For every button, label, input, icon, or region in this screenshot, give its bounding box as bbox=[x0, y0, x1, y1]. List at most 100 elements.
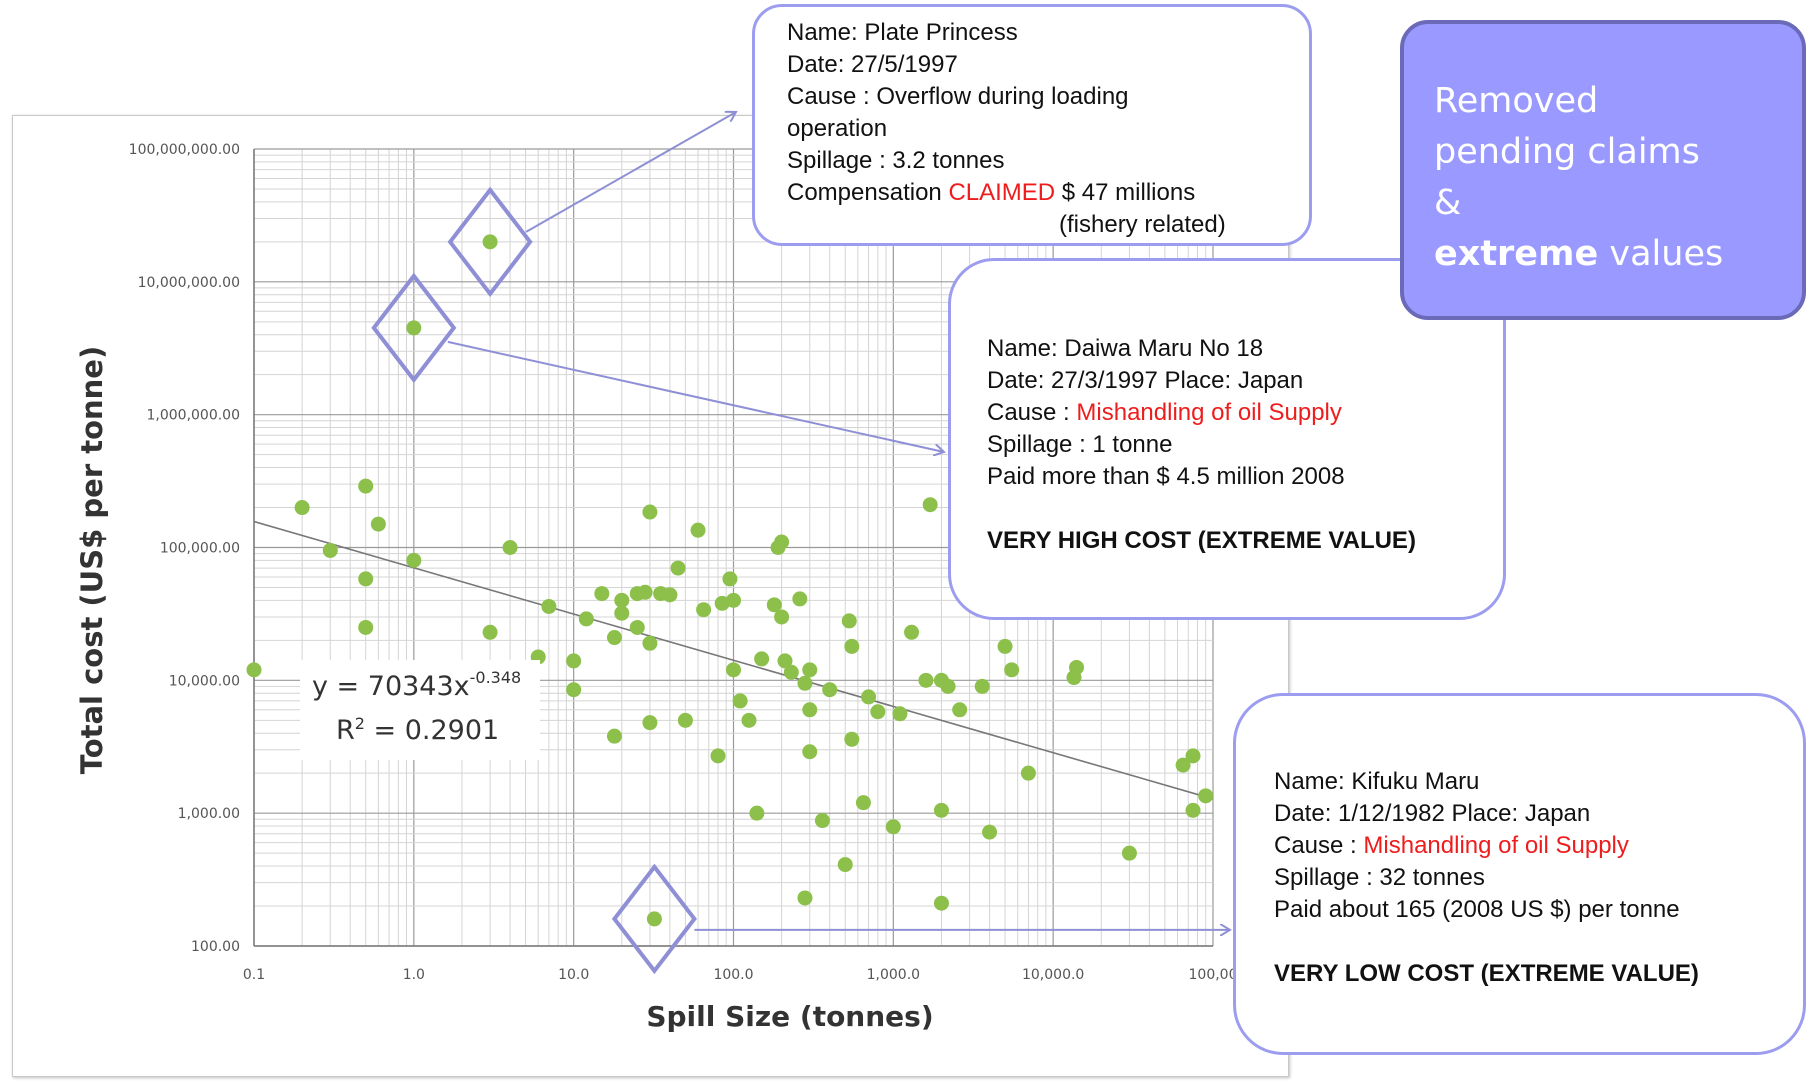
claimed-text: CLAIMED bbox=[948, 179, 1056, 206]
data-point bbox=[754, 651, 770, 667]
trendline-equation-box: y = 70343x-0.348 R2 = 0.2901 bbox=[300, 660, 540, 760]
info-line: extreme values bbox=[1434, 229, 1772, 280]
data-point bbox=[606, 728, 622, 744]
callout-cause: Cause : Mishandling of oil Supply bbox=[987, 397, 1483, 429]
callout-plate-princess: Name: Plate Princess Date: 27/5/1997 Cau… bbox=[752, 4, 1312, 246]
x-tick-label: 1,000.0 bbox=[867, 967, 920, 983]
callout-compensation: Compensation CLAIMED $ 47 millions bbox=[787, 177, 1289, 209]
callout-note: (fishery related) bbox=[1059, 211, 1226, 238]
data-point bbox=[502, 540, 518, 555]
y-tick-label: 100.00 bbox=[191, 939, 240, 955]
data-point bbox=[1121, 845, 1137, 861]
callout-arrow-daiwa bbox=[447, 340, 944, 452]
y-tick-label: 10,000.00 bbox=[169, 673, 240, 689]
data-point bbox=[766, 597, 782, 613]
highlight-diamond bbox=[447, 186, 533, 298]
data-point bbox=[541, 598, 557, 614]
data-point bbox=[406, 552, 422, 568]
extreme-value-label: VERY LOW COST (EXTREME VALUE) bbox=[1274, 960, 1699, 987]
data-point bbox=[933, 802, 949, 818]
callout-cause: Cause : Mishandling of oil Supply bbox=[1274, 830, 1787, 862]
data-point bbox=[749, 805, 765, 821]
data-point bbox=[802, 662, 818, 678]
callout-paid: Paid more than $ 4.5 million 2008 bbox=[987, 463, 1345, 490]
data-point bbox=[646, 911, 662, 927]
data-point bbox=[841, 613, 857, 629]
data-point bbox=[246, 662, 262, 678]
data-point bbox=[696, 602, 712, 618]
trendline-equation: y = 70343x-0.348 bbox=[312, 668, 521, 702]
data-point bbox=[714, 595, 730, 611]
data-point bbox=[566, 653, 582, 669]
data-point bbox=[797, 675, 813, 691]
extreme-value-label: VERY HIGH COST (EXTREME VALUE) bbox=[987, 527, 1416, 554]
x-tick-label: 10,000.0 bbox=[1022, 967, 1084, 983]
callout-cause: Cause : Overflow during loading bbox=[787, 83, 1129, 110]
data-point bbox=[892, 706, 908, 722]
data-point bbox=[578, 611, 594, 627]
data-point bbox=[885, 819, 901, 835]
data-point bbox=[844, 638, 860, 654]
data-point bbox=[870, 704, 886, 720]
data-point bbox=[792, 591, 808, 607]
data-point bbox=[1185, 802, 1201, 818]
x-tick-label: 100.0 bbox=[713, 967, 753, 983]
callout-name: Name: Kifuku Maru bbox=[1274, 768, 1480, 795]
data-point bbox=[677, 712, 693, 728]
info-line: pending claims bbox=[1434, 132, 1700, 172]
data-point bbox=[726, 662, 741, 678]
x-tick-label: 100,00 bbox=[1189, 967, 1238, 983]
callout-date: Date: 27/3/1997 Place: Japan bbox=[987, 367, 1304, 394]
cause-value: Mishandling of oil Supply bbox=[1076, 399, 1342, 426]
cause-value: Mishandling of oil Supply bbox=[1363, 832, 1629, 859]
data-point bbox=[855, 795, 871, 811]
highlight-diamond bbox=[611, 863, 697, 975]
data-point bbox=[322, 542, 338, 558]
y-tick-label: 1,000.00 bbox=[178, 806, 240, 822]
y-axis-label-wrap: Total cost (US$ per tonne) bbox=[52, 335, 132, 785]
r-squared-power: 2 bbox=[354, 714, 365, 733]
data-point bbox=[406, 320, 422, 336]
data-point bbox=[1020, 765, 1036, 781]
callout-name: Name: Plate Princess bbox=[787, 19, 1018, 46]
x-tick-label: 10.0 bbox=[558, 967, 589, 983]
data-point bbox=[482, 624, 498, 640]
y-tick-label: 1,000,000.00 bbox=[146, 408, 240, 424]
data-point bbox=[1198, 788, 1214, 804]
data-point bbox=[670, 560, 686, 576]
callout-paid: Paid about 165 (2008 US $) per tonne bbox=[1274, 896, 1680, 923]
data-point bbox=[642, 715, 658, 731]
data-point bbox=[982, 824, 998, 840]
data-point bbox=[358, 478, 374, 494]
y-tick-label: 100,000.00 bbox=[160, 541, 240, 557]
data-point bbox=[642, 635, 658, 651]
data-point bbox=[614, 605, 630, 621]
data-point bbox=[629, 619, 645, 635]
data-point bbox=[606, 630, 622, 646]
data-point bbox=[662, 587, 678, 603]
callout-flag: VERY HIGH COST (EXTREME VALUE) bbox=[987, 525, 1483, 557]
y-tick-label: 100,000,000.00 bbox=[129, 142, 240, 158]
data-point bbox=[690, 522, 706, 538]
data-point bbox=[294, 500, 310, 516]
callout-spillage: Spillage : 32 tonnes bbox=[1274, 864, 1485, 891]
info-bold-word: extreme bbox=[1434, 234, 1599, 274]
compensation-amount: $ 47 millions bbox=[1055, 179, 1196, 206]
data-point bbox=[741, 712, 757, 728]
data-point bbox=[1004, 662, 1020, 678]
data-point bbox=[710, 748, 726, 764]
callout-name: Name: Daiwa Maru No 18 bbox=[987, 335, 1264, 362]
data-point bbox=[952, 702, 968, 718]
data-point bbox=[933, 895, 949, 911]
info-line: & bbox=[1434, 183, 1462, 223]
data-point bbox=[1175, 757, 1191, 773]
callout-kifuku-maru: Name: Kifuku Maru Date: 1/12/1982 Place:… bbox=[1233, 693, 1806, 1055]
data-point bbox=[726, 592, 741, 608]
data-point bbox=[997, 638, 1013, 654]
equation-text: y = 70343x bbox=[312, 671, 470, 702]
data-point bbox=[566, 682, 582, 698]
info-rest: values bbox=[1598, 234, 1724, 274]
data-point bbox=[822, 682, 838, 698]
y-axis-label: Total cost (US$ per tonne) bbox=[75, 345, 110, 775]
data-point bbox=[1069, 659, 1085, 675]
